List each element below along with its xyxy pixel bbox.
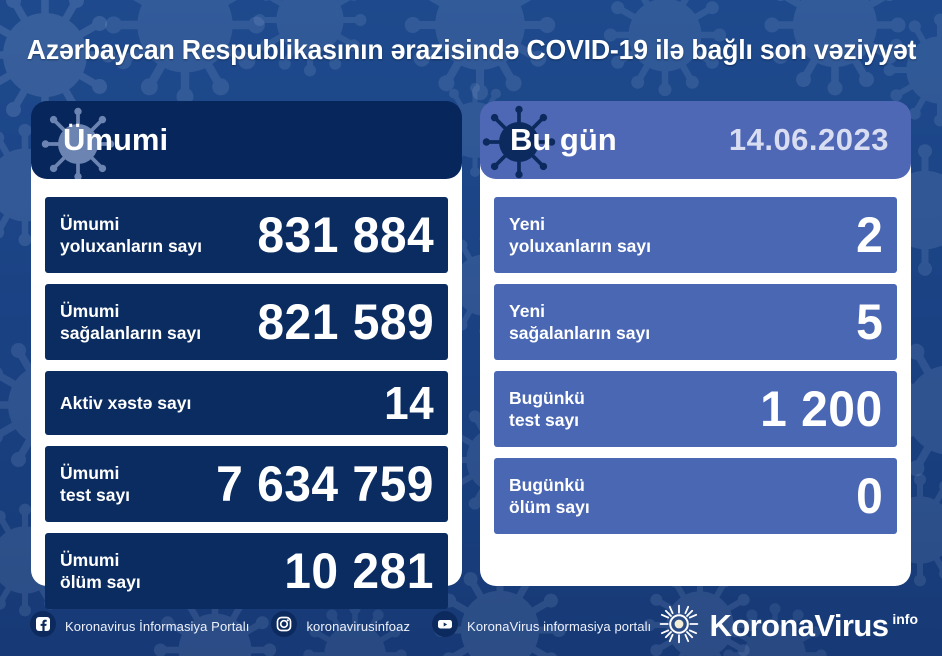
stat-value: 14 bbox=[383, 377, 434, 429]
stat-row: Aktiv xəstə sayı 14 bbox=[45, 371, 448, 435]
stat-label: Aktiv xəstə sayı bbox=[60, 392, 192, 413]
youtube-icon[interactable] bbox=[432, 610, 459, 642]
stat-row: Ümumi test sayı 7 634 759 bbox=[45, 446, 448, 522]
stat-row: Bugünkü ölüm sayı 0 bbox=[494, 458, 897, 534]
page-title: Azərbaycan Respublikasının ərazisində CO… bbox=[26, 34, 916, 65]
panel-total-header: Ümumi bbox=[31, 101, 462, 179]
stat-value: 2 bbox=[855, 207, 883, 263]
social-label: koronavirusinfoaz bbox=[306, 618, 411, 634]
virus-icon bbox=[482, 105, 556, 179]
brand-logo: KoronaVirus info bbox=[659, 604, 918, 649]
stat-value: 7 634 759 bbox=[216, 456, 434, 512]
panel-today-heading: Bu gün bbox=[510, 122, 617, 157]
stat-label: Yeni sağalanların sayı bbox=[509, 300, 651, 343]
stat-value: 10 281 bbox=[284, 543, 434, 599]
panel-today-header: Bu gün 14.06.2023 bbox=[480, 101, 911, 179]
stat-label: Yeni yoluxanların sayı bbox=[509, 213, 652, 256]
brand-name: KoronaVirus bbox=[709, 608, 889, 643]
stat-row: Yeni sağalanların sayı 5 bbox=[494, 284, 897, 360]
stat-row: Ümumi yoluxanların sayı 831 884 bbox=[45, 197, 448, 273]
stat-row: Yeni yoluxanların sayı 2 bbox=[494, 197, 897, 273]
facebook-icon[interactable] bbox=[30, 610, 56, 642]
social-link-instagram[interactable]: koronavirusinfoaz bbox=[271, 610, 411, 642]
stat-value: 0 bbox=[855, 468, 883, 524]
stat-row: Ümumi ölüm sayı 10 281 bbox=[45, 533, 448, 609]
panel-today-rows: Yeni yoluxanların sayı 2 Yeni sağalanlar… bbox=[494, 197, 897, 534]
social-link-facebook[interactable]: Koronavirus İnformasiya Portalı bbox=[30, 610, 250, 642]
stats-panels: Ümumi Ümumi yoluxanların sayı 831 884 Üm… bbox=[31, 101, 911, 609]
social-label: KoronaVirus informasiya portalı bbox=[467, 618, 652, 634]
stat-label: Bugünkü ölüm sayı bbox=[509, 474, 590, 517]
stat-label: Bugünkü test sayı bbox=[509, 387, 585, 430]
stat-label: Ümumi test sayı bbox=[60, 462, 131, 505]
social-label: Koronavirus İnformasiya Portalı bbox=[65, 618, 250, 634]
stat-label: Ümumi ölüm sayı bbox=[60, 549, 141, 592]
social-link-youtube[interactable]: KoronaVirus informasiya portalı bbox=[432, 610, 652, 642]
virus-icon bbox=[41, 107, 115, 179]
panel-total-rows: Ümumi yoluxanların sayı 831 884 Ümumi sa… bbox=[45, 197, 448, 609]
brand-superscript: info bbox=[892, 610, 918, 627]
stat-row: Bugünkü test sayı 1 200 bbox=[494, 371, 897, 447]
social-links: Koronavirus İnformasiya Portalı koronavi… bbox=[30, 610, 652, 642]
page-title-band: Azərbaycan Respublikasının ərazisində CO… bbox=[0, 34, 942, 66]
panel-today: Bu gün 14.06.2023 Yeni yoluxanların sayı… bbox=[480, 101, 911, 586]
stat-label: Ümumi yoluxanların sayı bbox=[60, 213, 203, 256]
instagram-icon[interactable] bbox=[271, 610, 298, 642]
panel-total-heading: Ümumi bbox=[63, 122, 169, 157]
stat-value: 821 589 bbox=[257, 294, 434, 350]
stat-value: 831 884 bbox=[257, 207, 434, 263]
virus-sun-icon bbox=[659, 604, 699, 649]
stat-value: 5 bbox=[855, 294, 883, 350]
panel-today-date: 14.06.2023 bbox=[728, 122, 889, 157]
stat-row: Ümumi sağalanların sayı 821 589 bbox=[45, 284, 448, 360]
footer: Koronavirus İnformasiya Portalı koronavi… bbox=[0, 596, 942, 656]
stat-value: 1 200 bbox=[760, 381, 883, 437]
stat-label: Ümumi sağalanların sayı bbox=[60, 300, 202, 343]
panel-total: Ümumi Ümumi yoluxanların sayı 831 884 Üm… bbox=[31, 101, 462, 609]
